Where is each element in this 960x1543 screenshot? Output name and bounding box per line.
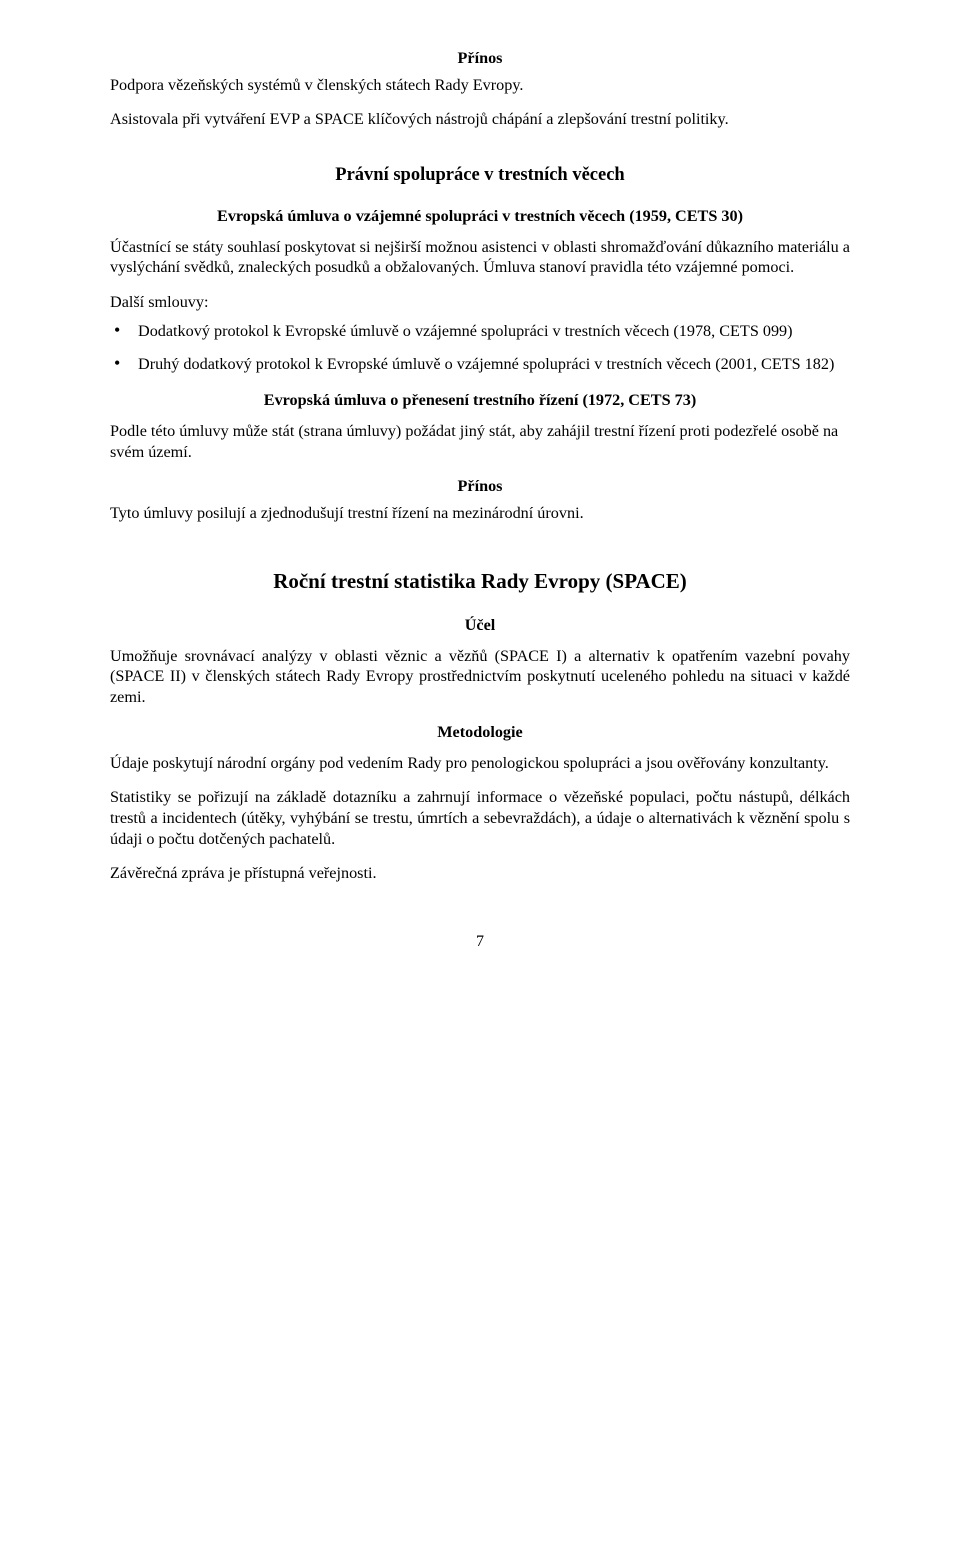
subheading-ucel: Účel (110, 615, 850, 636)
page-number: 7 (110, 932, 850, 952)
heading-prinos-2: Přínos (110, 476, 850, 497)
paragraph: Asistovala při vytváření EVP a SPACE klí… (110, 109, 850, 130)
heading-prinos-1: Přínos (110, 48, 850, 69)
subheading: Evropská úmluva o přenesení trestního ří… (110, 390, 850, 411)
bullet-list: Dodatkový protokol k Evropské úmluvě o v… (110, 321, 850, 374)
paragraph: Účastnící se státy souhlasí poskytovat s… (110, 237, 850, 278)
subheading-metodologie: Metodologie (110, 722, 850, 743)
paragraph: Tyto úmluvy posilují a zjednodušují tres… (110, 503, 850, 524)
paragraph: Podle této úmluvy může stát (strana úmlu… (110, 421, 850, 462)
subheading: Evropská úmluva o vzájemné spolupráci v … (110, 206, 850, 227)
paragraph: Další smlouvy: (110, 292, 850, 313)
list-item: Dodatkový protokol k Evropské úmluvě o v… (110, 321, 850, 342)
paragraph: Statistiky se pořizují na základě dotazn… (110, 787, 850, 849)
list-item: Druhý dodatkový protokol k Evropské úmlu… (110, 354, 850, 375)
paragraph: Podpora vězeňských systémů v členských s… (110, 75, 850, 96)
section-title-space: Roční trestní statistika Rady Evropy (SP… (110, 568, 850, 595)
section-title-pravni: Právní spolupráce v trestních věcech (110, 164, 850, 188)
paragraph: Umožňuje srovnávací analýzy v oblasti vě… (110, 646, 850, 708)
paragraph: Údaje poskytují národní orgány pod veden… (110, 753, 850, 774)
paragraph: Závěrečná zpráva je přístupná veřejnosti… (110, 863, 850, 884)
